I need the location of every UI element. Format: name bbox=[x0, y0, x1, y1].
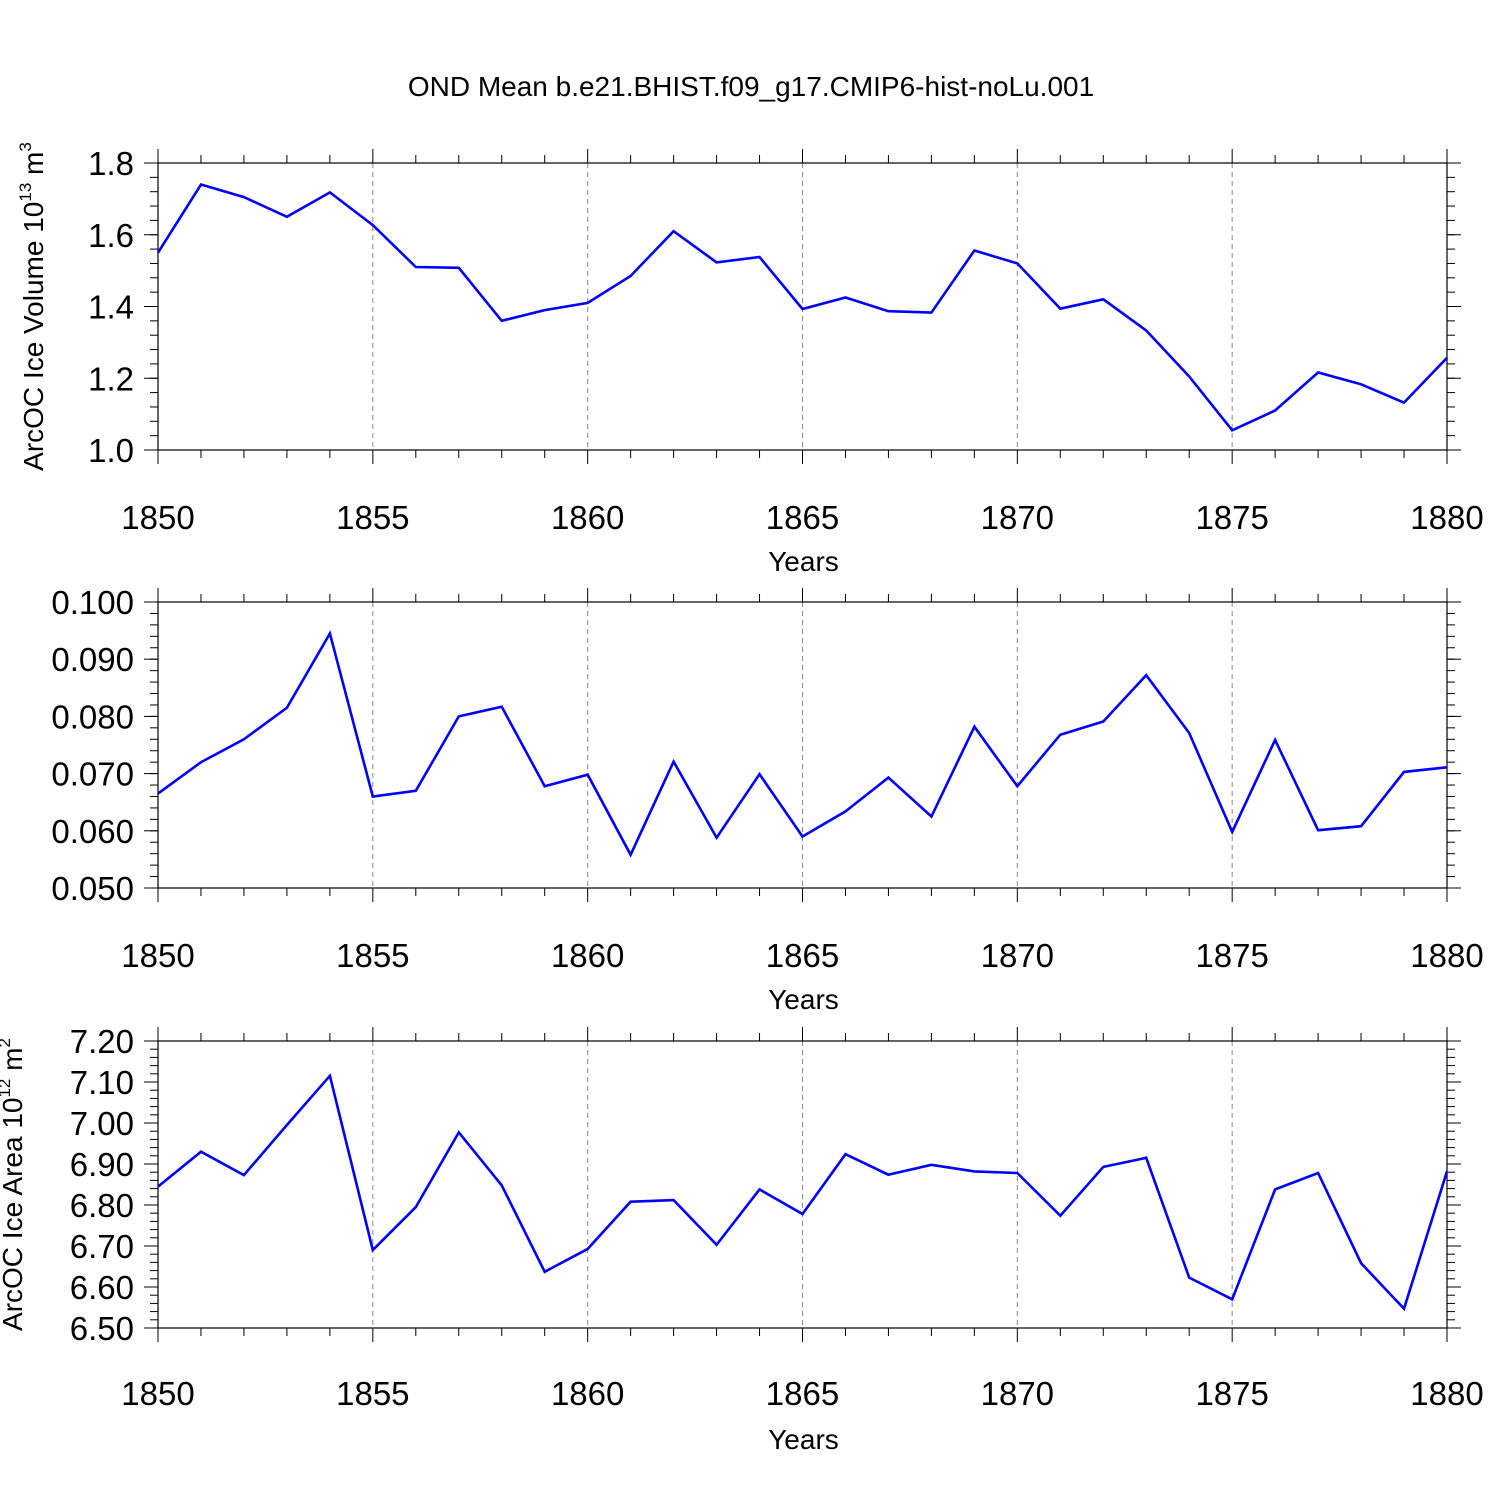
x-tick-label: 1860 bbox=[551, 499, 624, 536]
y-axis-title-part: m bbox=[18, 152, 49, 183]
x-tick-label: 1870 bbox=[981, 499, 1054, 536]
y-tick-label: 0.060 bbox=[51, 813, 134, 850]
y-tick-label: 7.20 bbox=[70, 1023, 134, 1060]
y-axis-title: ArcOC Ice Area 1012 m2 bbox=[0, 1038, 28, 1331]
y-tick-label: 0.100 bbox=[51, 584, 134, 621]
x-tick-label: 1850 bbox=[121, 1375, 194, 1412]
y-tick-label: 1.2 bbox=[88, 360, 134, 397]
chart-panel-2: 1850 1855 1860 1865 1870 1875 1880 0.050 0.060 0.… bbox=[51, 584, 1483, 1015]
x-tick-label: 1855 bbox=[336, 499, 409, 536]
x-axis-title: Years bbox=[768, 1424, 839, 1455]
x-tick-label: 1865 bbox=[766, 499, 839, 536]
chart-title: OND Mean b.e21.BHIST.f09_g17.CMIP6-hist-… bbox=[408, 71, 1094, 102]
y-axis-title-part: m bbox=[0, 1048, 28, 1079]
y-tick-label: 7.10 bbox=[70, 1064, 134, 1101]
chart-panel-3: 1850 1855 1860 1865 1870 1875 1880 6.50 6.60 6.70… bbox=[0, 1023, 1484, 1455]
y-tick-label: 0.050 bbox=[51, 870, 134, 907]
y-axis-title-superscript: 12 bbox=[0, 1079, 14, 1098]
y-axis-title-part: ArcOC Ice Area 10 bbox=[0, 1098, 28, 1331]
y-tick-label: 6.80 bbox=[70, 1187, 134, 1224]
x-tick-label: 1855 bbox=[336, 1375, 409, 1412]
x-tick-label: 1850 bbox=[121, 937, 194, 974]
x-tick-label: 1875 bbox=[1195, 937, 1268, 974]
y-tick-label: 1.0 bbox=[88, 432, 134, 469]
x-tick-label: 1875 bbox=[1195, 1375, 1268, 1412]
x-tick-label: 1855 bbox=[336, 937, 409, 974]
y-tick-label: 6.90 bbox=[70, 1146, 134, 1183]
y-axis-title-superscript: 13 bbox=[16, 183, 35, 202]
y-tick-label: 6.60 bbox=[70, 1269, 134, 1306]
y-tick-label: 0.080 bbox=[51, 698, 134, 735]
y-axis-title-superscript: 2 bbox=[0, 1038, 14, 1047]
y-tick-label: 1.8 bbox=[88, 145, 134, 182]
x-axis-title: Years bbox=[768, 984, 839, 1015]
x-tick-label: 1880 bbox=[1410, 499, 1483, 536]
x-tick-label: 1880 bbox=[1410, 937, 1483, 974]
chart-panel-1: 1850 1855 1860 1865 1870 1875 1880 1.0 1.2 1.4 1.6… bbox=[16, 142, 1484, 577]
series-line bbox=[156, 182, 1448, 432]
x-tick-label: 1870 bbox=[981, 1375, 1054, 1412]
x-tick-label: 1865 bbox=[766, 937, 839, 974]
y-tick-label: 0.070 bbox=[51, 756, 134, 793]
y-tick-label: 1.6 bbox=[88, 217, 134, 254]
x-axis-title: Years bbox=[768, 546, 839, 577]
series-line bbox=[157, 630, 1448, 858]
x-tick-label: 1860 bbox=[551, 1375, 624, 1412]
y-axis-title-superscript: 3 bbox=[16, 142, 35, 151]
y-tick-label: 0.090 bbox=[51, 641, 134, 678]
y-axis-title-part: ArcOC Ice Volume 10 bbox=[18, 202, 49, 471]
x-tick-label: 1860 bbox=[551, 937, 624, 974]
x-tick-label: 1850 bbox=[121, 499, 194, 536]
x-tick-label: 1875 bbox=[1195, 499, 1268, 536]
y-axis-title: ArcOC Ice Volume 1013 m3 bbox=[16, 142, 49, 471]
x-tick-label: 1865 bbox=[766, 1375, 839, 1412]
y-tick-label: 7.00 bbox=[70, 1105, 134, 1142]
series-line bbox=[157, 1073, 1449, 1312]
y-tick-label: 1.4 bbox=[88, 289, 134, 326]
x-tick-label: 1880 bbox=[1410, 1375, 1483, 1412]
x-tick-label: 1870 bbox=[981, 937, 1054, 974]
y-tick-label: 6.70 bbox=[70, 1228, 134, 1265]
y-tick-label: 6.50 bbox=[70, 1310, 134, 1347]
